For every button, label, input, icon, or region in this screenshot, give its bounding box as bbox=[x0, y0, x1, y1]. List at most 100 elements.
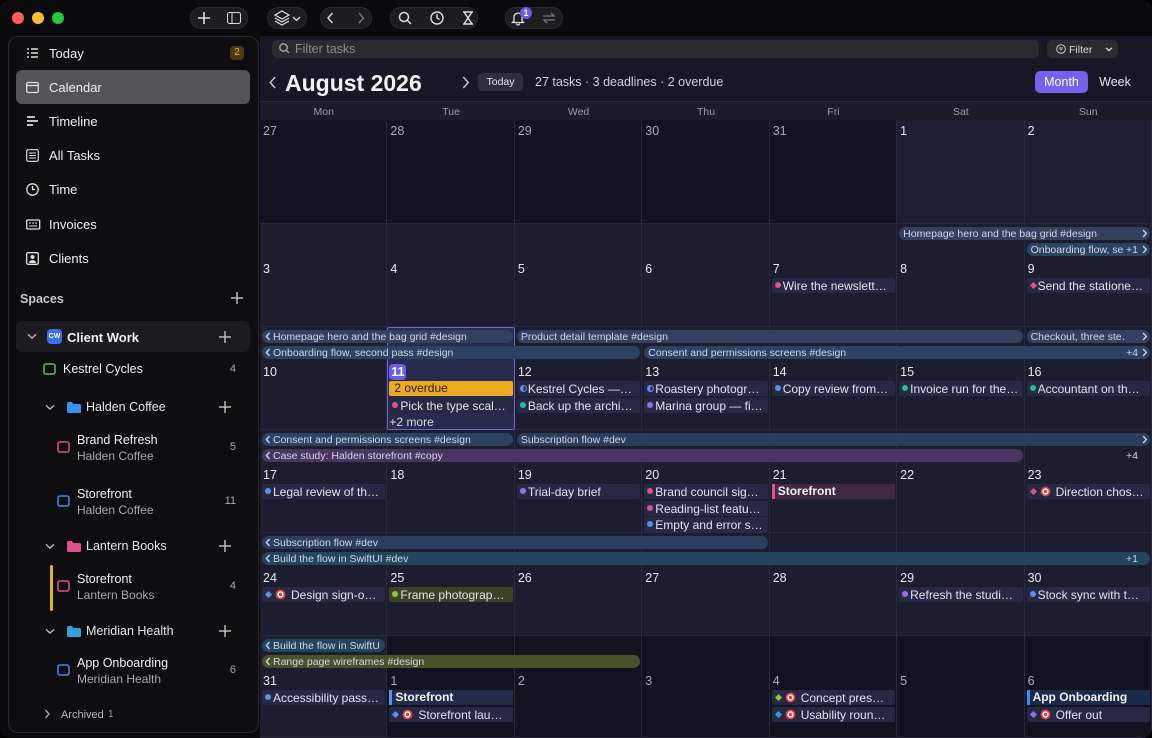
task-bg[interactable] bbox=[516, 397, 641, 413]
add-button[interactable] bbox=[219, 625, 231, 637]
task-bg[interactable] bbox=[1026, 587, 1150, 602]
project-name[interactable]: Brand Refresh bbox=[77, 433, 158, 447]
task-bg[interactable] bbox=[1026, 706, 1150, 722]
window-control[interactable] bbox=[32, 12, 44, 24]
span-title[interactable]: Consent and permissions screens #design bbox=[648, 347, 847, 359]
nav-item[interactable]: Calendar bbox=[49, 80, 102, 95]
deadline[interactable]: App Onboarding bbox=[1026, 690, 1150, 705]
window-control[interactable] bbox=[12, 12, 24, 24]
task-title[interactable]: Direction chos… bbox=[1055, 485, 1144, 499]
day-cell[interactable] bbox=[387, 120, 515, 224]
chevron[interactable] bbox=[292, 15, 301, 22]
deadline[interactable]: Storefront bbox=[389, 690, 513, 705]
task-bg[interactable] bbox=[1026, 381, 1150, 396]
sync-button[interactable] bbox=[541, 11, 557, 25]
day-cell[interactable] bbox=[897, 636, 1025, 738]
chevron[interactable] bbox=[1105, 46, 1113, 52]
space-name[interactable]: Client Work bbox=[67, 330, 139, 345]
day-cell[interactable] bbox=[897, 224, 1025, 327]
span-title[interactable]: Case study: Halden storefront #copy bbox=[273, 450, 443, 462]
task-title[interactable]: Refresh the studi… bbox=[910, 588, 1013, 602]
day-cell[interactable] bbox=[1024, 636, 1152, 738]
span-bar[interactable] bbox=[262, 346, 641, 359]
chevron[interactable] bbox=[43, 709, 51, 719]
more-count[interactable]: +1 bbox=[1126, 244, 1138, 256]
task-title[interactable]: Copy review from… bbox=[782, 382, 889, 396]
day-cell[interactable] bbox=[769, 430, 898, 533]
day-cell[interactable] bbox=[514, 430, 643, 533]
task-bg[interactable] bbox=[262, 587, 386, 602]
task-title[interactable]: Kestrel Cycles —… bbox=[527, 382, 632, 396]
task-title[interactable]: Accountant on th… bbox=[1037, 382, 1140, 396]
task-title[interactable]: Roastery photogr… bbox=[655, 382, 760, 396]
project-name[interactable]: Kestrel Cycles bbox=[63, 362, 143, 376]
task-title[interactable]: Reading-list featu… bbox=[655, 501, 761, 516]
folder-name[interactable]: Halden Coffee bbox=[86, 400, 166, 414]
span-title[interactable]: Homepage hero and the bag grid #design bbox=[903, 228, 1097, 240]
filter-button[interactable] bbox=[1047, 40, 1118, 58]
nav-item[interactable]: Timeline bbox=[49, 114, 98, 129]
task-title[interactable]: Wire the newslett… bbox=[782, 279, 887, 293]
chevron[interactable] bbox=[45, 627, 55, 635]
view-week[interactable]: Week bbox=[1099, 75, 1131, 89]
nav-item[interactable]: All Tasks bbox=[49, 148, 101, 163]
task-title[interactable]: Stock sync with t… bbox=[1037, 588, 1139, 602]
hourglass-button[interactable] bbox=[462, 11, 474, 25]
window-control[interactable] bbox=[52, 12, 64, 24]
task-bg[interactable] bbox=[1026, 278, 1150, 293]
span-title[interactable]: Consent and permissions screens #design bbox=[273, 434, 471, 446]
span-bar[interactable] bbox=[262, 552, 1150, 565]
overdue-pill[interactable]: 2 overdue bbox=[389, 381, 513, 396]
more-count[interactable]: +4 bbox=[1126, 347, 1138, 359]
task-title[interactable]: Design sign-o… bbox=[291, 588, 377, 602]
span-title[interactable]: Homepage hero and the bag grid #design bbox=[273, 331, 467, 343]
nav-item[interactable]: Clients bbox=[49, 251, 89, 266]
search-field[interactable] bbox=[272, 40, 1039, 58]
task-bg[interactable] bbox=[389, 587, 513, 602]
day-cell[interactable] bbox=[1024, 430, 1152, 533]
timer-button[interactable] bbox=[430, 11, 444, 25]
task-bg[interactable] bbox=[644, 500, 768, 516]
day-cell[interactable] bbox=[769, 636, 898, 738]
day-cell[interactable] bbox=[260, 120, 388, 224]
day-cell[interactable] bbox=[642, 224, 770, 327]
task-bg[interactable] bbox=[644, 517, 768, 532]
layers-button[interactable] bbox=[273, 10, 291, 26]
chevron[interactable] bbox=[265, 538, 272, 547]
day-cell[interactable] bbox=[769, 533, 898, 636]
day-cell[interactable] bbox=[387, 636, 515, 738]
nav-icon[interactable] bbox=[26, 218, 41, 231]
span-bar[interactable] bbox=[262, 433, 513, 446]
sidebar-toggle[interactable] bbox=[227, 12, 241, 24]
more-link[interactable]: +2 more bbox=[389, 415, 434, 429]
chevron[interactable] bbox=[45, 403, 55, 411]
span-bar[interactable] bbox=[1026, 330, 1150, 343]
archived-label[interactable]: Archived bbox=[61, 709, 104, 721]
nav-item[interactable]: Invoices bbox=[49, 217, 97, 232]
folder-name[interactable]: Meridian Health bbox=[86, 624, 174, 638]
task-bg[interactable] bbox=[262, 484, 386, 499]
project-name[interactable]: Storefront bbox=[77, 572, 132, 586]
chevron[interactable] bbox=[1141, 332, 1148, 341]
task-bg[interactable] bbox=[899, 381, 1023, 396]
project-name[interactable]: App Onboarding bbox=[77, 656, 169, 670]
nav-icon[interactable] bbox=[26, 47, 40, 60]
task-title[interactable]: Accessibility pass… bbox=[273, 691, 380, 705]
task-title[interactable]: Legal review of th… bbox=[273, 485, 380, 499]
task-title[interactable]: Back up the archi… bbox=[527, 398, 633, 413]
day-cell[interactable] bbox=[514, 636, 643, 738]
chevron[interactable] bbox=[265, 451, 272, 460]
task-title[interactable]: Concept pres… bbox=[800, 691, 885, 705]
day-cell[interactable] bbox=[642, 120, 770, 224]
new-button[interactable] bbox=[198, 12, 210, 24]
task-bg[interactable] bbox=[262, 690, 386, 705]
span-title[interactable]: Checkout, three ste… bbox=[1030, 331, 1124, 343]
chevron[interactable] bbox=[265, 348, 272, 357]
nav-icon[interactable] bbox=[26, 81, 40, 94]
task-bg[interactable] bbox=[516, 381, 641, 396]
span-title[interactable]: Build the flow in SwiftUI #dev bbox=[273, 640, 380, 652]
add-button[interactable] bbox=[219, 331, 231, 343]
day-cell[interactable] bbox=[387, 224, 515, 327]
span-bar[interactable] bbox=[262, 639, 386, 652]
day-cell[interactable] bbox=[514, 120, 643, 224]
